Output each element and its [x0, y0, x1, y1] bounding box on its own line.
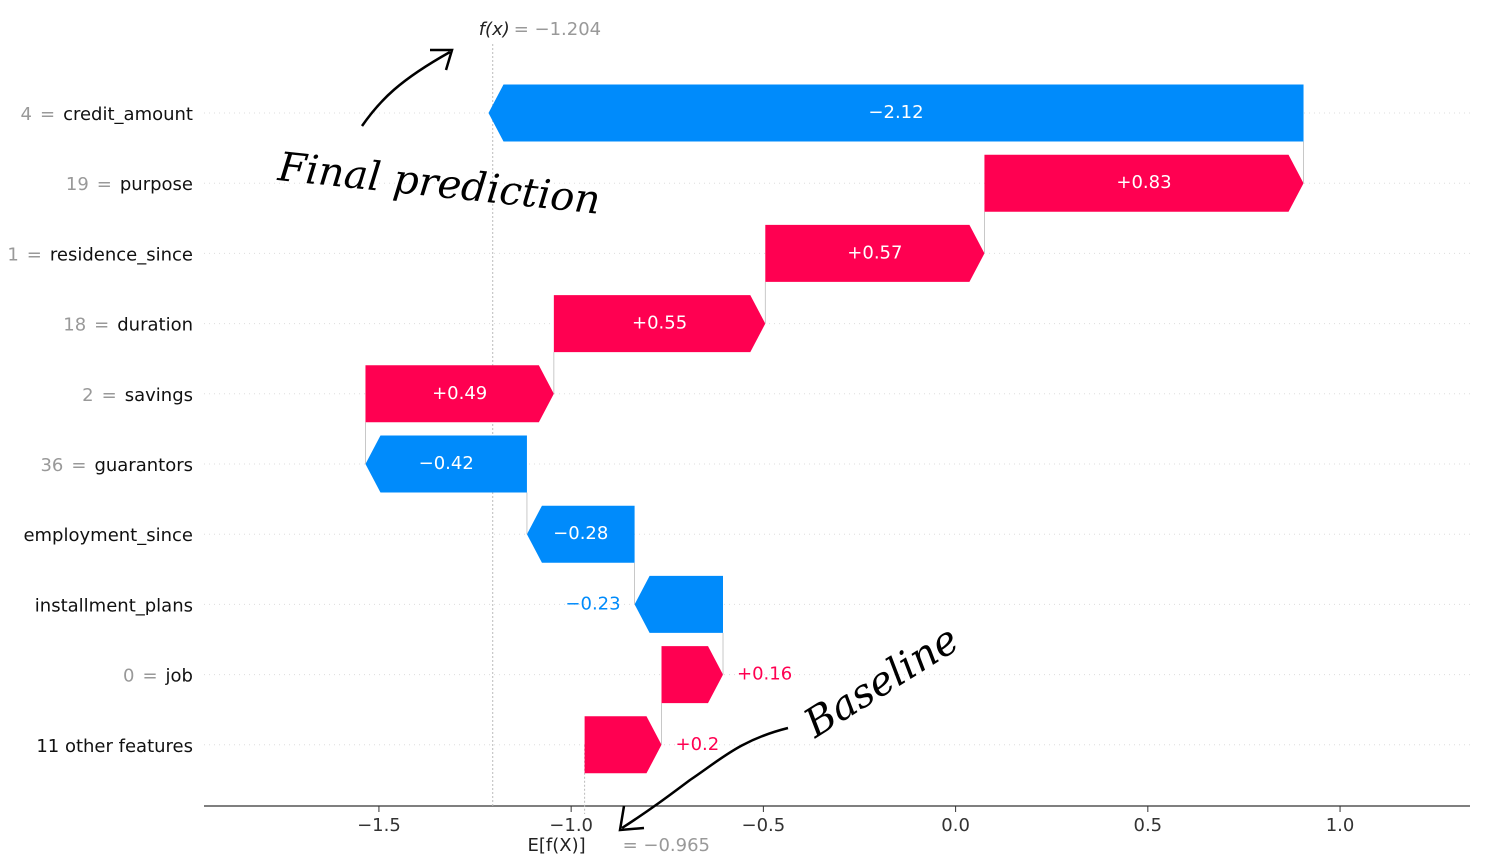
equals: = — [40, 104, 55, 125]
feature-label: 36 = guarantors — [40, 455, 193, 476]
feature-value: 0 — [123, 666, 134, 687]
feature-label: 0 = job — [123, 666, 193, 687]
feature-label: employment_since — [23, 525, 193, 546]
feature-name: employment_since — [23, 525, 193, 546]
value-label: +0.55 — [632, 313, 687, 334]
feature-value: 18 — [63, 315, 86, 336]
feature-name: purpose — [120, 174, 193, 195]
feature-name: installment_plans — [35, 595, 193, 616]
feature-value: 4 — [21, 104, 32, 125]
bar — [526, 505, 635, 563]
x-tick-label: −1.5 — [357, 815, 401, 836]
feature-name: job — [165, 666, 193, 687]
annotation: Baseline — [795, 617, 966, 748]
plot: −1.5 −1.0 −0.5 0.0 0.5 1.0 f(x) = −1.204 E[f(X)]… — [7, 19, 1470, 856]
feature-name: duration — [117, 315, 193, 336]
equals: = — [102, 385, 117, 406]
value-label: +0.2 — [675, 734, 719, 755]
fx-name: f(x) — [479, 19, 510, 40]
feature-name: residence_since — [50, 244, 193, 265]
feature-value: 19 — [66, 174, 89, 195]
value-label: +0.57 — [847, 242, 902, 263]
bar — [488, 84, 1304, 142]
feature-value: 2 — [82, 385, 93, 406]
bar — [661, 646, 724, 704]
bar — [553, 295, 766, 353]
bar — [634, 575, 724, 633]
x-tick-label: −0.5 — [742, 815, 786, 836]
base-label: = −0.965 — [623, 835, 710, 856]
feature-label: 2 = savings — [82, 385, 193, 406]
value-label: +0.83 — [1116, 172, 1171, 193]
feature-label: installment_plans — [35, 595, 193, 616]
value-label: −0.28 — [553, 523, 608, 544]
bar — [365, 435, 527, 493]
feature-label: 18 = duration — [63, 315, 193, 336]
feature-label: 4 = credit_amount — [21, 104, 193, 125]
feature-name: 11 other features — [36, 736, 193, 757]
feature-value: 1 — [7, 244, 18, 265]
feature-name: credit_amount — [63, 104, 193, 125]
bar — [984, 154, 1304, 212]
equals: = — [142, 666, 157, 687]
value-label: −0.23 — [565, 593, 620, 614]
annotation: Final prediction — [275, 144, 603, 224]
x-tick-label: 0.5 — [1134, 815, 1163, 836]
feature-name: guarantors — [94, 455, 193, 476]
equals: = — [27, 244, 42, 265]
fx-label: = −1.204 — [514, 19, 601, 40]
bar — [765, 224, 985, 282]
value-label: −0.42 — [419, 453, 474, 474]
value-label: +0.16 — [737, 664, 792, 685]
value-label: −2.12 — [868, 102, 923, 123]
x-tick-label: −1.0 — [549, 815, 593, 836]
x-tick-label: 1.0 — [1326, 815, 1355, 836]
bar — [365, 365, 554, 423]
feature-name: savings — [125, 385, 193, 406]
annotation-arrow — [360, 48, 454, 127]
feature-label: 11 other features — [36, 736, 193, 757]
equals: = — [71, 455, 86, 476]
annotation-arrow — [618, 726, 789, 832]
base-name: E[f(X)] — [528, 835, 586, 856]
equals: = — [97, 174, 112, 195]
value-label: +0.49 — [432, 383, 487, 404]
bar — [584, 716, 662, 774]
feature-value: 36 — [40, 455, 63, 476]
feature-label: 19 = purpose — [66, 174, 193, 195]
x-tick-label: 0.0 — [941, 815, 970, 836]
equals: = — [94, 315, 109, 336]
feature-label: 1 = residence_since — [7, 244, 193, 265]
